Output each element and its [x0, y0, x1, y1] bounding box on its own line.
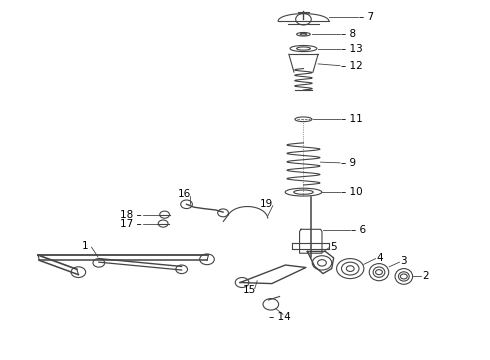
Text: 17 –: 17 – — [120, 219, 142, 229]
Text: – 6: – 6 — [351, 225, 366, 235]
Text: 5: 5 — [330, 242, 337, 252]
Text: 19: 19 — [260, 199, 273, 209]
Text: 2: 2 — [422, 271, 428, 282]
Text: – 12: – 12 — [342, 61, 363, 71]
Text: 18 –: 18 – — [120, 210, 142, 220]
Text: – 10: – 10 — [342, 187, 363, 197]
Text: – 7: – 7 — [360, 13, 375, 22]
Text: – 8: – 8 — [342, 29, 357, 39]
Text: 15: 15 — [243, 285, 256, 296]
Text: 1: 1 — [82, 241, 89, 251]
Text: 4: 4 — [376, 253, 383, 263]
Text: – 9: – 9 — [342, 158, 357, 168]
Text: 16: 16 — [177, 189, 191, 199]
Text: – 11: – 11 — [342, 114, 363, 124]
Text: – 14: – 14 — [269, 312, 291, 322]
Text: – 13: – 13 — [342, 44, 363, 54]
Text: 3: 3 — [400, 256, 407, 266]
